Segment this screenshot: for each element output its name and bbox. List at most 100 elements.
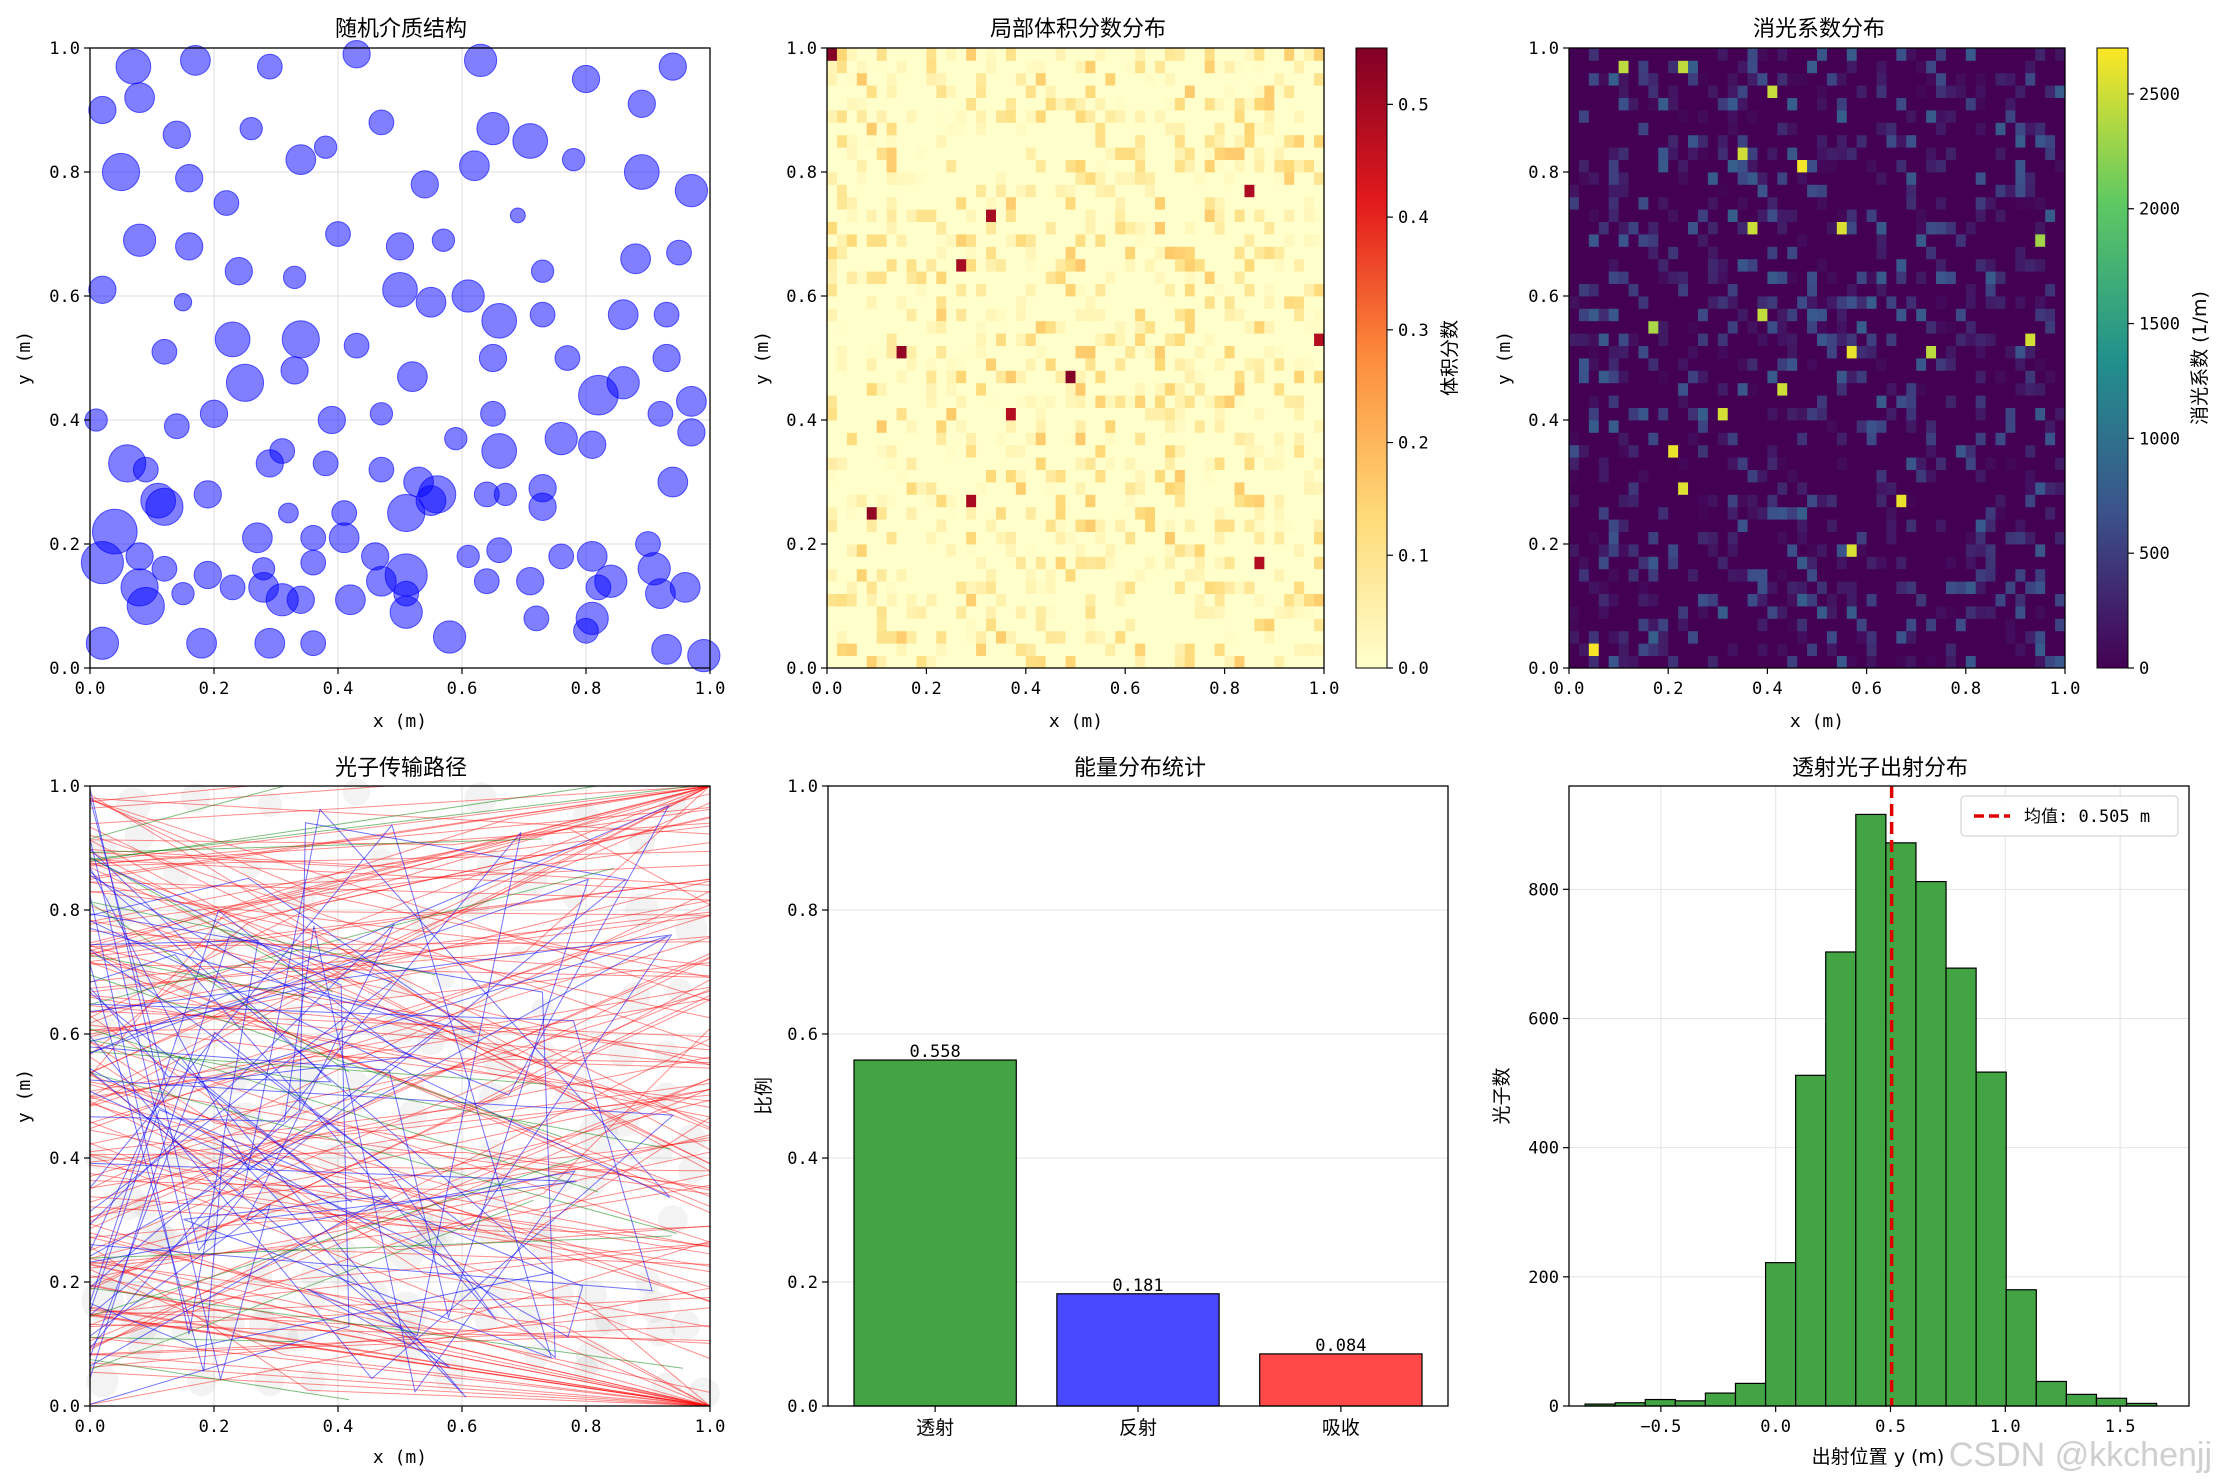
heat-cell — [1095, 531, 1106, 545]
heat-cell — [896, 97, 907, 111]
y-tick-label: 0.6 — [786, 287, 817, 307]
heat-cell — [2005, 643, 2016, 656]
heat-cell — [966, 110, 977, 123]
heat-cell — [936, 494, 947, 508]
heat-cell — [876, 97, 888, 111]
y-tick-label: 0.4 — [49, 411, 80, 431]
heat-cell — [1125, 134, 1136, 148]
heat-cell — [1578, 494, 1590, 508]
heat-cell — [1787, 271, 1798, 284]
heat-cell — [1264, 60, 1275, 74]
heat-cell — [896, 358, 907, 371]
heat-cell — [1846, 147, 1858, 160]
heat-cell — [1598, 556, 1610, 570]
heat-cell — [1304, 630, 1315, 644]
heat-cell — [1264, 246, 1275, 260]
heat-cell — [1727, 196, 1739, 210]
heat-cell — [946, 556, 957, 570]
heat-cell — [1224, 159, 1235, 173]
heat-cell — [1588, 469, 1600, 483]
heat-cell — [1658, 283, 1669, 297]
heat-cell — [1224, 85, 1235, 98]
heat-cell — [886, 482, 897, 495]
heat-cell — [1015, 457, 1027, 470]
heat-cell — [1876, 358, 1887, 371]
heat-cell — [1638, 283, 1649, 297]
heat-cell — [1234, 196, 1245, 210]
heat-cell — [1955, 134, 1967, 148]
heat-cell — [1945, 519, 1957, 532]
heat-cell — [1846, 544, 1858, 557]
heat-cell — [1135, 72, 1146, 86]
heat-cell — [1005, 655, 1017, 669]
heat-cell — [1035, 432, 1047, 446]
heat-cell — [1985, 358, 1996, 371]
heat-cell — [1817, 122, 1828, 136]
heat-cell — [986, 320, 997, 334]
heat-cell — [966, 221, 977, 235]
heat-cell — [1668, 85, 1679, 98]
heat-cell — [1304, 655, 1315, 669]
heat-cell — [1569, 444, 1580, 458]
heat-cell — [1737, 370, 1748, 384]
heat-cell — [1204, 85, 1216, 98]
heat-cell — [946, 296, 957, 309]
heat-cell — [1955, 482, 1967, 495]
heat-cell — [1115, 544, 1126, 557]
heat-cell — [876, 296, 888, 309]
heat-cell — [1005, 283, 1017, 297]
heat-cell — [1194, 283, 1206, 297]
heat-cell — [1025, 283, 1037, 297]
heat-cell — [1085, 234, 1096, 247]
heat-cell — [1284, 531, 1295, 545]
heat-cell — [1294, 568, 1305, 582]
heat-cell — [1015, 134, 1027, 148]
heat-cell — [1015, 209, 1027, 222]
heat-cell — [1648, 221, 1659, 235]
heat-cell — [1866, 581, 1877, 594]
heat-cell — [1155, 395, 1166, 408]
heat-cell — [1866, 333, 1877, 346]
heat-cell — [1015, 333, 1027, 346]
heat-cell — [956, 283, 967, 297]
heat-cell — [1906, 457, 1917, 470]
heat-cell — [1807, 184, 1818, 198]
particle — [476, 111, 510, 146]
heat-cell — [856, 382, 868, 396]
heat-cell — [1015, 432, 1027, 446]
heat-cell — [1055, 72, 1066, 86]
heat-cell — [1727, 234, 1739, 247]
heat-cell — [1264, 209, 1275, 222]
particle — [651, 634, 682, 665]
heat-cell — [1184, 320, 1196, 334]
heat-cell — [1184, 134, 1196, 148]
heat-cell — [1846, 209, 1858, 222]
heat-cell — [1314, 283, 1325, 297]
heat-cell — [986, 246, 997, 260]
heat-cell — [1767, 606, 1778, 619]
heat-cell — [1075, 283, 1086, 297]
heat-cell — [1005, 196, 1017, 210]
heat-cell — [1826, 72, 1838, 86]
heat-cell — [926, 457, 937, 470]
heat-cell — [1314, 271, 1325, 284]
heat-cell — [1125, 184, 1136, 198]
heat-cell — [1707, 382, 1719, 396]
heat-cell — [1727, 568, 1739, 582]
heat-cell — [1204, 544, 1216, 557]
heat-cell — [1955, 209, 1967, 222]
heat-cell — [1085, 60, 1096, 74]
heat-cell — [906, 370, 917, 384]
heat-cell — [1985, 246, 1996, 260]
heat-cell — [1194, 122, 1206, 136]
particle — [544, 421, 578, 456]
heat-cell — [966, 395, 977, 408]
heat-cell — [1975, 72, 1987, 86]
heat-cell — [1005, 48, 1017, 61]
heat-cell — [966, 172, 977, 185]
heat-cell — [1737, 457, 1748, 470]
heat-cell — [1965, 134, 1977, 148]
heat-cell — [1777, 97, 1788, 111]
heat-cell — [1697, 234, 1709, 247]
heat-cell — [1906, 432, 1917, 446]
